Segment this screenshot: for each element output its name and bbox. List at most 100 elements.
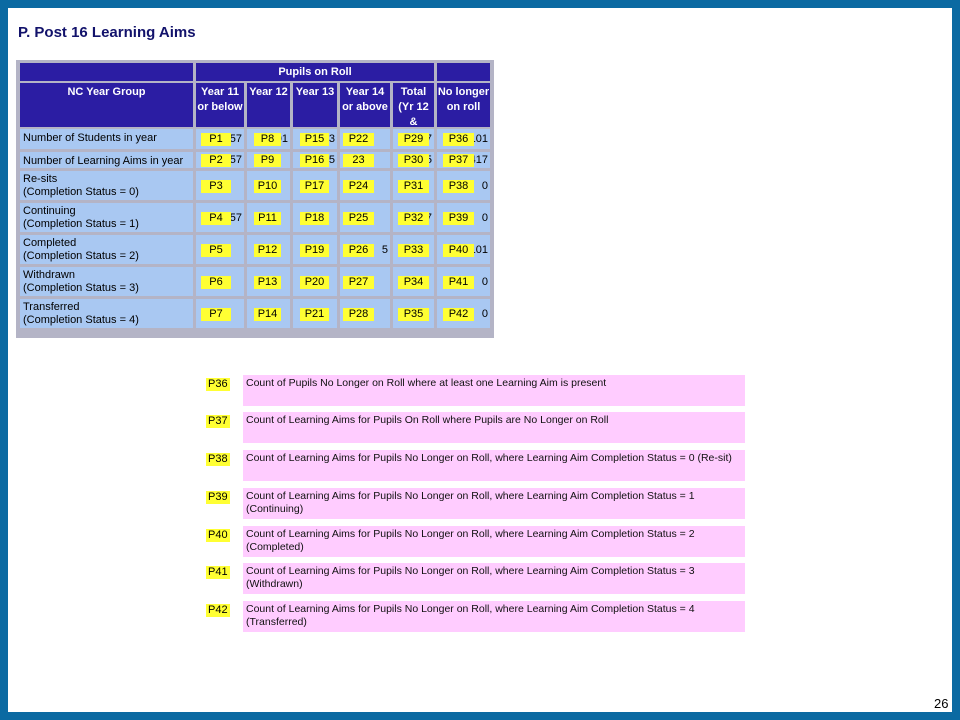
field-tag: P15 bbox=[300, 133, 329, 146]
field-tag: P40 bbox=[443, 244, 474, 257]
col-header-year-14: Year 14 or above bbox=[340, 83, 390, 127]
table-row-label: Number of Learning Aims in year bbox=[20, 152, 193, 168]
col-header-no-longer-on-roll: No longer on roll bbox=[437, 83, 490, 127]
table-row-label: Number of Students in year bbox=[20, 129, 193, 149]
field-tag: P6 bbox=[201, 276, 231, 289]
row-label-line1: Transferred bbox=[23, 301, 80, 313]
row-label-line2: (Completion Status = 1) bbox=[23, 218, 139, 230]
row-label-line1: Continuing bbox=[23, 205, 76, 217]
header-spacer-left bbox=[20, 63, 193, 81]
field-tag: P27 bbox=[343, 276, 374, 289]
definition-text: Count of Pupils No Longer on Roll where … bbox=[243, 375, 745, 406]
field-tag: P35 bbox=[398, 308, 429, 321]
field-tag: P13 bbox=[254, 276, 281, 289]
field-tag: P42 bbox=[443, 308, 474, 321]
cell-value: 5 bbox=[381, 244, 388, 256]
definition-key: P41 bbox=[206, 566, 230, 579]
field-tag: P12 bbox=[254, 244, 281, 257]
table-row-label: Transferred (Completion Status = 4) bbox=[20, 299, 193, 328]
row-label-line2: (Completion Status = 2) bbox=[23, 250, 139, 262]
definition-text: Count of Learning Aims for Pupils No Lon… bbox=[243, 450, 745, 481]
cell-value: 101 bbox=[469, 133, 488, 145]
field-tag: P25 bbox=[343, 212, 374, 225]
table-row-label: Continuing (Completion Status = 1) bbox=[20, 203, 193, 232]
field-tag: P28 bbox=[343, 308, 374, 321]
field-tag: P20 bbox=[300, 276, 329, 289]
col-header-year-11: Year 11 or below bbox=[196, 83, 244, 127]
table-row-label: Completed (Completion Status = 2) bbox=[20, 235, 193, 264]
cell-value: 0 bbox=[481, 308, 488, 320]
cell-value: 0 bbox=[481, 212, 488, 224]
page-number: 26 bbox=[934, 696, 949, 711]
table-row-label: Withdrawn (Completion Status = 3) bbox=[20, 267, 193, 296]
field-tag: P8 bbox=[254, 133, 281, 146]
col-header-year-13: Year 13 bbox=[293, 83, 337, 127]
row-label-line1: Completed bbox=[23, 237, 77, 249]
field-tag: P9 bbox=[254, 154, 281, 167]
cell-value: 57 bbox=[229, 212, 242, 224]
row-label-line2: (Completion Status = 4) bbox=[23, 314, 139, 326]
field-tag: P4 bbox=[201, 212, 231, 225]
row-label-line1: Re-sits bbox=[23, 173, 58, 185]
field-tag: P29 bbox=[398, 133, 429, 146]
header-pupils-on-roll: Pupils on Roll bbox=[196, 63, 434, 81]
field-tag: P36 bbox=[443, 133, 474, 146]
field-tag: P39 bbox=[443, 212, 474, 225]
cell-value: 5 bbox=[328, 154, 335, 166]
definition-key: P39 bbox=[206, 491, 230, 504]
definition-text: Count of Learning Aims for Pupils No Lon… bbox=[243, 488, 745, 519]
cell-value: 57 bbox=[229, 133, 242, 145]
header-spacer-right bbox=[437, 63, 490, 81]
row-label-line2: (Completion Status = 3) bbox=[23, 282, 139, 294]
field-tag: P32 bbox=[398, 212, 429, 225]
field-tag: P33 bbox=[398, 244, 429, 257]
field-tag: P34 bbox=[398, 276, 429, 289]
row-label-line1: Number of Learning Aims in year bbox=[23, 155, 184, 167]
field-tag: P7 bbox=[201, 308, 231, 321]
col-header-nc-year-group: NC Year Group bbox=[20, 83, 193, 127]
cell-value: 101 bbox=[469, 244, 488, 256]
field-tag: P11 bbox=[254, 212, 281, 225]
definition-key: P36 bbox=[206, 378, 230, 391]
field-tag: P1 bbox=[201, 133, 231, 146]
definition-key: P42 bbox=[206, 604, 230, 617]
field-tag: P37 bbox=[443, 154, 474, 167]
row-label-line1: Withdrawn bbox=[23, 269, 75, 281]
definition-text: Count of Learning Aims for Pupils No Lon… bbox=[243, 563, 745, 594]
field-tag: P26 bbox=[343, 244, 374, 257]
field-tag: P16 bbox=[300, 154, 329, 167]
field-tag: P30 bbox=[398, 154, 429, 167]
definition-text: Count of Learning Aims for Pupils No Lon… bbox=[243, 601, 745, 632]
col-header-total: Total (Yr 12 & above) bbox=[393, 83, 434, 143]
field-tag: P21 bbox=[300, 308, 329, 321]
field-tag: P10 bbox=[254, 180, 281, 193]
learning-aims-table: Pupils on Roll NC Year Group Year 11 or … bbox=[16, 60, 494, 338]
definition-text: Count of Learning Aims for Pupils On Rol… bbox=[243, 412, 745, 443]
page-title: P. Post 16 Learning Aims bbox=[18, 24, 196, 41]
field-tag: P19 bbox=[300, 244, 329, 257]
cell-value: 0 bbox=[481, 276, 488, 288]
field-tag: P14 bbox=[254, 308, 281, 321]
field-tag: P3 bbox=[201, 180, 231, 193]
field-tag: P38 bbox=[443, 180, 474, 193]
definition-key: P37 bbox=[206, 415, 230, 428]
definition-key: P38 bbox=[206, 453, 230, 466]
field-tag: P17 bbox=[300, 180, 329, 193]
field-tag: P24 bbox=[343, 180, 374, 193]
field-tag: P41 bbox=[443, 276, 474, 289]
row-label-line1: Number of Students in year bbox=[23, 132, 157, 144]
field-tag: P31 bbox=[398, 180, 429, 193]
field-tag: P18 bbox=[300, 212, 329, 225]
definition-text: Count of Learning Aims for Pupils No Lon… bbox=[243, 526, 745, 557]
field-tag: P22 bbox=[343, 133, 374, 146]
field-tag: 23 bbox=[343, 154, 374, 167]
field-tag: P2 bbox=[201, 154, 231, 167]
cell-value: 57 bbox=[229, 154, 242, 166]
cell-value: 417 bbox=[469, 154, 488, 166]
cell-value: 0 bbox=[481, 180, 488, 192]
definition-key: P40 bbox=[206, 529, 230, 542]
table-row-label: Re-sits (Completion Status = 0) bbox=[20, 171, 193, 200]
row-label-line2: (Completion Status = 0) bbox=[23, 186, 139, 198]
field-tag: P5 bbox=[201, 244, 231, 257]
col-header-year-12: Year 12 bbox=[247, 83, 290, 127]
